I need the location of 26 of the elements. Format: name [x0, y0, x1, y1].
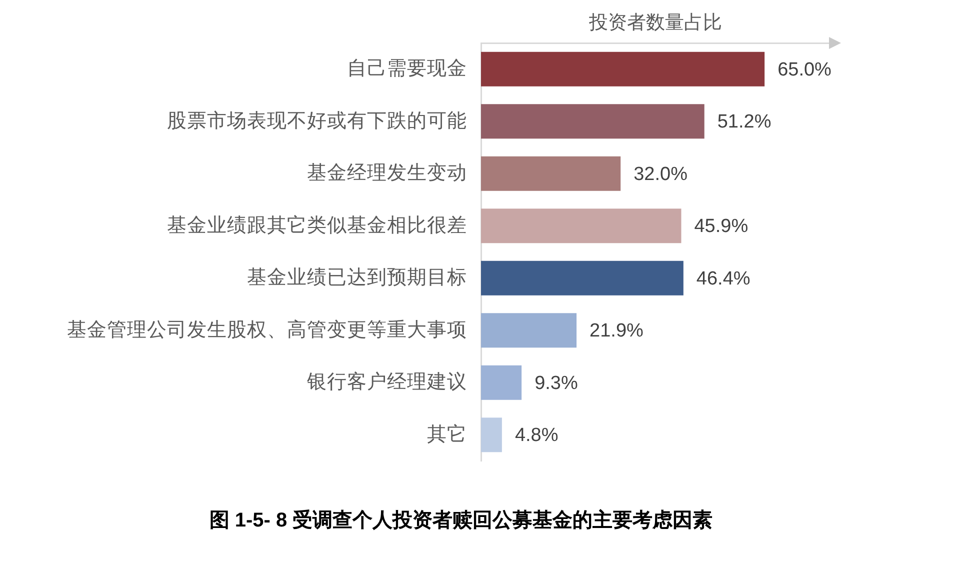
x-axis-title: 投资者数量占比 — [588, 12, 722, 34]
bar — [481, 104, 704, 139]
y-tick-label: 基金业绩跟其它类似基金相比很差 — [167, 213, 467, 236]
bar — [481, 418, 502, 452]
y-tick-label: 基金管理公司发生股权、高管变更等重大事项 — [67, 318, 467, 341]
bar — [481, 52, 765, 86]
y-tick-label: 其它 — [427, 422, 467, 446]
data-label: 45.9% — [694, 216, 748, 238]
bar — [481, 156, 621, 191]
y-tick-label: 银行客户经理建议 — [306, 371, 467, 393]
data-label: 65.0% — [778, 59, 832, 80]
data-label: 51.2% — [717, 112, 772, 133]
bar — [481, 208, 682, 244]
data-label: 32.0% — [634, 164, 688, 185]
bar — [481, 260, 684, 296]
y-tick-label: 基金业绩已达到预期目标 — [247, 266, 467, 288]
y-tick-label: 股票市场表现不好或有下跌的可能 — [167, 110, 467, 132]
data-label: 4.8% — [514, 425, 558, 446]
text: 图 1-5- 8 受调查个人投资者赎回公募基金的主要考虑因素 — [209, 508, 713, 532]
bar — [481, 313, 577, 348]
data-label: 46.4% — [696, 268, 750, 290]
data-label: 9.3% — [534, 372, 578, 394]
bar — [481, 365, 522, 400]
y-tick-label: 基金经理发生变动 — [307, 162, 467, 184]
y-tick-label: 自己需要现金 — [347, 58, 467, 80]
data-label: 21.9% — [590, 320, 644, 342]
